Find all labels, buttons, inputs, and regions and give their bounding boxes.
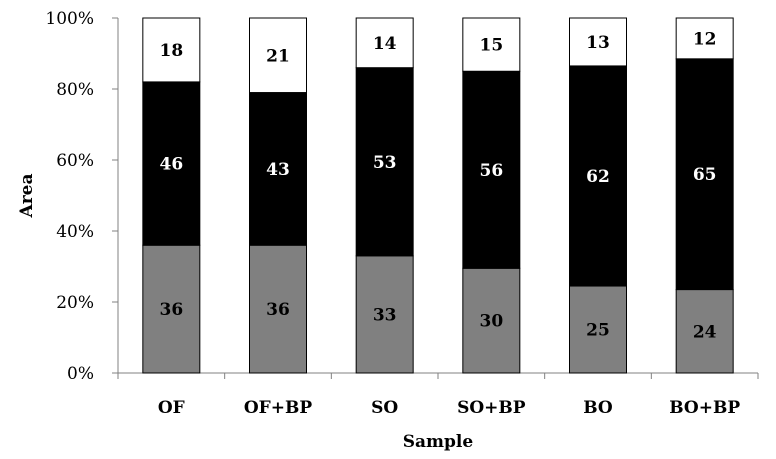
data-label: 24 bbox=[693, 322, 717, 342]
y-tick-label: 40% bbox=[56, 222, 94, 242]
x-axis-title: Sample bbox=[403, 432, 474, 452]
data-label: 14 bbox=[373, 34, 397, 54]
y-tick-label: 60% bbox=[56, 151, 94, 171]
data-label: 33 bbox=[373, 305, 397, 325]
y-tick-label: 100% bbox=[45, 9, 94, 29]
x-tick-label: OF bbox=[158, 398, 185, 418]
y-tick-label: 80% bbox=[56, 80, 94, 100]
bar-segment bbox=[675, 58, 734, 291]
data-label: 12 bbox=[693, 29, 717, 49]
y-tick-label: 0% bbox=[67, 364, 94, 384]
data-label: 65 bbox=[693, 165, 717, 185]
bar-segment bbox=[675, 289, 734, 374]
bar-segment bbox=[462, 17, 521, 72]
data-label: 30 bbox=[479, 312, 503, 332]
bar-segment bbox=[675, 17, 734, 60]
x-tick-label: SO+BP bbox=[457, 398, 526, 418]
bar-segment bbox=[355, 67, 414, 257]
data-label: 62 bbox=[586, 167, 610, 187]
bar-segment bbox=[142, 81, 201, 246]
bar-segment bbox=[249, 17, 307, 94]
bar-segment bbox=[249, 92, 307, 246]
bar-segment bbox=[142, 244, 201, 374]
x-axis: OF OF+BP SO SO+BP BO BO+BP bbox=[117, 372, 759, 418]
bar-segment bbox=[569, 17, 627, 67]
y-axis-title: Area bbox=[17, 174, 37, 219]
x-tick-label: BO+BP bbox=[669, 398, 740, 418]
data-label: 13 bbox=[586, 33, 610, 53]
bar-segment bbox=[462, 70, 521, 269]
data-label: 53 bbox=[373, 153, 397, 173]
data-label: 21 bbox=[266, 46, 290, 66]
x-tick-label: OF+BP bbox=[244, 398, 312, 418]
data-label: 36 bbox=[266, 300, 290, 320]
y-axis: 0% 20% 40% 60% 80% 100% bbox=[45, 9, 119, 384]
data-label: 25 bbox=[586, 321, 610, 341]
bars: 36 46 18 36 43 21 33 53 14 30 56 15 25 62 13 24 65 12 bbox=[142, 17, 734, 374]
x-tick-label: BO bbox=[583, 398, 613, 418]
bar-segment bbox=[355, 17, 414, 69]
bar-segment bbox=[462, 267, 521, 374]
data-label: 18 bbox=[159, 41, 183, 61]
bar-segment bbox=[569, 65, 627, 287]
data-label: 15 bbox=[479, 36, 503, 56]
y-tick-label: 20% bbox=[56, 293, 94, 313]
x-tick-label: SO bbox=[371, 398, 398, 418]
bar-segment bbox=[142, 17, 201, 83]
bar-segment bbox=[249, 244, 307, 374]
bar-segment bbox=[569, 285, 627, 374]
data-label: 36 bbox=[159, 300, 183, 320]
data-label: 46 bbox=[159, 155, 183, 175]
data-label: 56 bbox=[479, 161, 503, 181]
data-label: 43 bbox=[266, 160, 290, 180]
